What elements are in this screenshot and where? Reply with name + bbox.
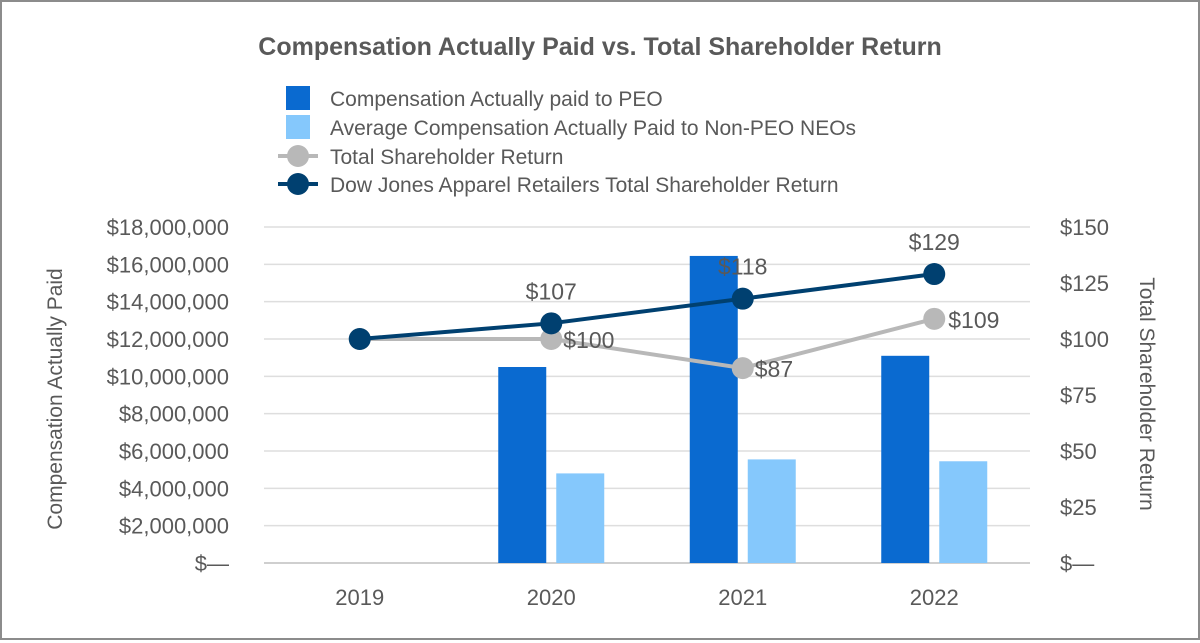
marker-tsr bbox=[923, 307, 946, 330]
bar-peo bbox=[498, 367, 547, 563]
marker-dow-jones-tsr bbox=[731, 287, 754, 310]
bar-peo bbox=[689, 255, 738, 563]
chart-title: Compensation Actually Paid vs. Total Sha… bbox=[258, 33, 941, 61]
data-label: $118 bbox=[718, 254, 767, 280]
y-tick-label-left: $16,000,000 bbox=[107, 252, 229, 277]
y-tick-label-left: $18,000,000 bbox=[107, 215, 229, 240]
line-tsr bbox=[359, 316, 935, 371]
data-label: $87 bbox=[755, 356, 793, 382]
y-tick-label-left: $8,000,000 bbox=[119, 402, 229, 427]
legend-label: Total Shareholder Return bbox=[330, 146, 563, 169]
legend: Compensation Actually paid to PEO Average… bbox=[278, 86, 856, 197]
data-label: $129 bbox=[909, 229, 960, 255]
bar-non-peo bbox=[939, 461, 988, 563]
x-axis: 2019 2020 2021 2022 bbox=[335, 585, 958, 610]
y-tick-label-left: $— bbox=[195, 551, 229, 576]
y-tick-label-left: $6,000,000 bbox=[119, 439, 229, 464]
y-tick-label-left: $14,000,000 bbox=[107, 290, 229, 315]
y-tick-label-right: $150 bbox=[1060, 215, 1109, 240]
line-dow-jones-tsr bbox=[359, 272, 935, 341]
x-tick-label: 2021 bbox=[718, 585, 767, 610]
y-axis-label-left: Compensation Actually Paid bbox=[44, 268, 67, 530]
bar-non-peo bbox=[747, 459, 796, 563]
marker-tsr bbox=[731, 357, 754, 380]
y-tick-label-right: $25 bbox=[1060, 495, 1097, 520]
x-tick-label: 2020 bbox=[527, 585, 576, 610]
marker-dow-jones-tsr bbox=[540, 312, 563, 335]
y-tick-label-left: $2,000,000 bbox=[119, 514, 229, 539]
marker-dow-jones-tsr bbox=[923, 263, 946, 286]
legend-swatch-bar bbox=[286, 115, 310, 139]
series-lines bbox=[348, 263, 946, 380]
bars bbox=[498, 255, 988, 563]
data-label: $107 bbox=[526, 278, 577, 304]
y-tick-label-left: $4,000,000 bbox=[119, 476, 229, 501]
y-tick-label-left: $10,000,000 bbox=[107, 364, 229, 389]
y-tick-label-right: $100 bbox=[1060, 327, 1109, 352]
y-tick-label-right: $75 bbox=[1060, 383, 1097, 408]
marker-dow-jones-tsr bbox=[348, 328, 371, 350]
y-tick-label-left: $12,000,000 bbox=[107, 327, 229, 352]
legend-label: Average Compensation Actually Paid to No… bbox=[330, 117, 856, 140]
legend-label: Compensation Actually paid to PEO bbox=[330, 88, 663, 111]
y-tick-label-right: $50 bbox=[1060, 439, 1097, 464]
legend-swatch-bar bbox=[286, 86, 310, 110]
legend-swatch-marker bbox=[287, 173, 309, 195]
bar-non-peo bbox=[556, 473, 605, 563]
bar-peo bbox=[881, 355, 930, 563]
data-label: $109 bbox=[948, 307, 999, 333]
legend-label: Dow Jones Apparel Retailers Total Shareh… bbox=[330, 174, 839, 197]
y-axis-left: $— $2,000,000 $4,000,000 $6,000,000 $8,000,0… bbox=[107, 215, 229, 576]
gridlines bbox=[264, 226, 1030, 564]
data-label: $100 bbox=[563, 327, 614, 353]
marker-tsr bbox=[540, 328, 563, 350]
data-labels: $100 $87 $109 $107 $118 $129 bbox=[526, 229, 1000, 382]
y-axis-label-right: Total Shareholder Return bbox=[1135, 277, 1158, 510]
x-tick-label: 2019 bbox=[335, 585, 384, 610]
y-tick-label-right: $— bbox=[1060, 551, 1094, 576]
y-axis-right: $— $25 $50 $75 $100 $125 $150 bbox=[1060, 215, 1109, 576]
y-tick-label-right: $125 bbox=[1060, 271, 1109, 296]
x-tick-label: 2022 bbox=[910, 585, 959, 610]
legend-swatch-marker bbox=[287, 145, 309, 167]
